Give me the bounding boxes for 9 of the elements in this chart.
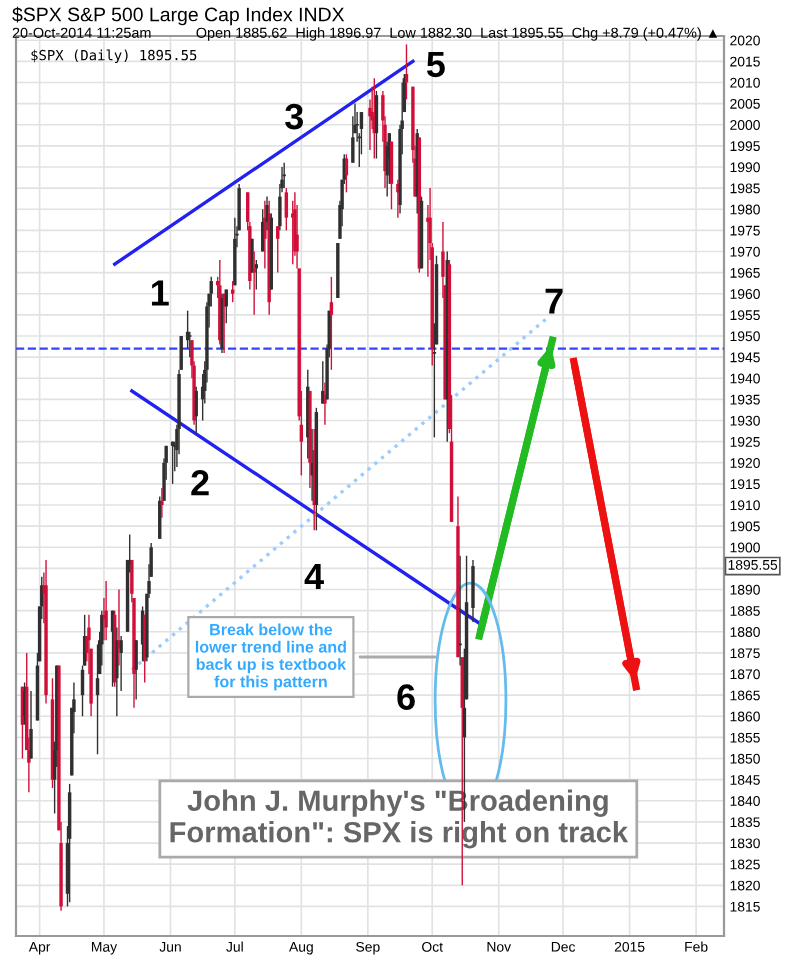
- annotation: 2: [191, 470, 209, 496]
- annotation: 4: [304, 564, 324, 589]
- chart-title: $SPX S&P 500 Large Cap Index INDX: [12, 6, 345, 26]
- annotation: 1: [151, 280, 169, 306]
- annotation: 5: [426, 51, 445, 78]
- annotation: 3: [285, 103, 303, 130]
- annotation: 7: [545, 288, 563, 314]
- annotation: Break below the lower trend line and back up is textbook for this pattern: [195, 623, 347, 691]
- annotation: 6: [397, 684, 415, 710]
